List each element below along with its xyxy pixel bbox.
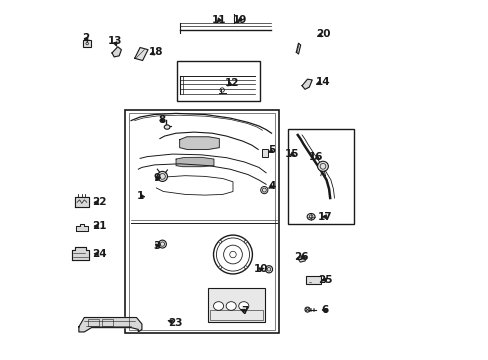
- Text: 3: 3: [153, 240, 161, 251]
- Text: 5: 5: [268, 145, 275, 156]
- Text: 14: 14: [315, 77, 329, 87]
- Bar: [209, 310, 263, 320]
- Ellipse shape: [218, 266, 221, 269]
- Ellipse shape: [260, 186, 267, 194]
- Ellipse shape: [265, 266, 272, 273]
- Text: 22: 22: [92, 197, 106, 207]
- Bar: [83, 40, 91, 47]
- Ellipse shape: [218, 240, 221, 243]
- Ellipse shape: [213, 302, 223, 310]
- Bar: [177, 61, 259, 101]
- Ellipse shape: [157, 171, 167, 181]
- Bar: [305, 276, 320, 284]
- Ellipse shape: [317, 161, 328, 171]
- Polygon shape: [302, 79, 311, 89]
- Ellipse shape: [244, 266, 246, 269]
- Text: 23: 23: [168, 318, 182, 328]
- Ellipse shape: [306, 213, 314, 220]
- Text: 10: 10: [253, 264, 268, 274]
- Text: 15: 15: [284, 149, 299, 159]
- Text: 7: 7: [241, 306, 248, 316]
- Text: 24: 24: [92, 249, 106, 259]
- Polygon shape: [112, 47, 121, 57]
- Text: 21: 21: [92, 221, 106, 231]
- Text: 1: 1: [137, 191, 144, 201]
- Ellipse shape: [305, 307, 309, 312]
- Text: 6: 6: [321, 305, 328, 315]
- Text: 20: 20: [315, 29, 329, 39]
- Bar: [88, 319, 99, 326]
- Polygon shape: [179, 137, 219, 149]
- Polygon shape: [134, 48, 148, 60]
- Text: 17: 17: [317, 212, 332, 222]
- Text: 16: 16: [308, 152, 323, 162]
- Text: 8: 8: [158, 114, 165, 125]
- Text: 4: 4: [268, 181, 275, 192]
- Ellipse shape: [244, 240, 246, 243]
- Bar: [287, 129, 354, 224]
- Text: 12: 12: [224, 78, 239, 88]
- Text: 18: 18: [149, 47, 163, 57]
- Polygon shape: [72, 247, 89, 260]
- Ellipse shape: [225, 302, 236, 310]
- Text: 19: 19: [232, 15, 247, 25]
- Text: 2: 2: [82, 33, 89, 43]
- Bar: [128, 113, 275, 330]
- Bar: [102, 319, 113, 326]
- Polygon shape: [296, 43, 300, 54]
- Text: 26: 26: [294, 252, 308, 262]
- Bar: [207, 288, 265, 322]
- Bar: [125, 110, 279, 333]
- Text: 25: 25: [317, 275, 332, 285]
- Text: 9: 9: [154, 173, 161, 183]
- Ellipse shape: [164, 125, 170, 129]
- Polygon shape: [75, 197, 89, 207]
- Polygon shape: [297, 256, 306, 262]
- Text: 11: 11: [212, 15, 226, 25]
- Polygon shape: [79, 318, 142, 332]
- Ellipse shape: [238, 302, 248, 310]
- Polygon shape: [76, 224, 88, 231]
- Text: 13: 13: [107, 36, 122, 46]
- Bar: [261, 149, 268, 157]
- Polygon shape: [176, 157, 213, 167]
- Ellipse shape: [158, 240, 166, 248]
